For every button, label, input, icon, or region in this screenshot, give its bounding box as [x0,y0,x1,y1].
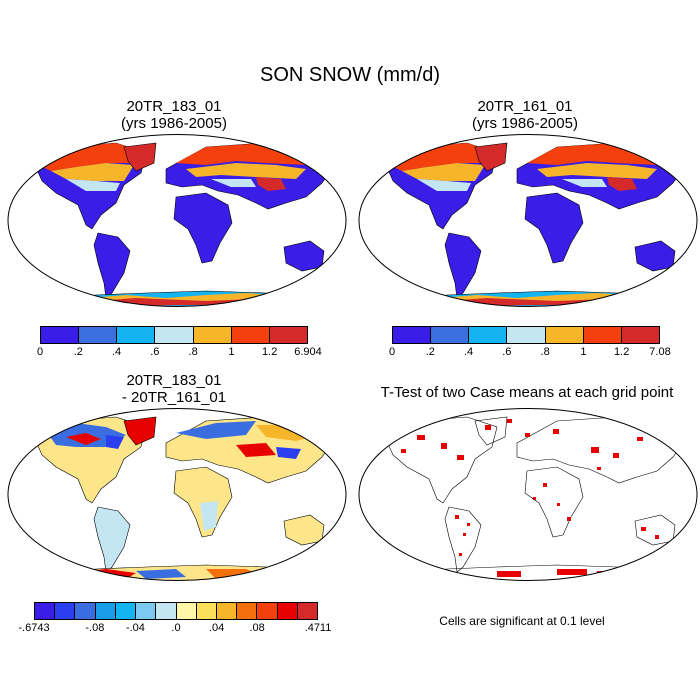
colorbar-1 [40,326,308,344]
cb2-tick-label: .8 [540,346,550,358]
cb1-swatch [79,327,118,343]
page-title: SON SNOW (mm/d) [260,64,440,86]
cb1-tick-label: 1 [228,346,235,358]
cb2-tick-label: 1 [580,346,587,358]
cb1-tick-label: 1.2 [262,346,278,358]
cb1-swatch [117,327,156,343]
cb3-swatch [156,603,177,619]
cb1-swatch [269,327,307,343]
cb2-swatch [621,327,659,343]
cb3-swatch [237,603,258,619]
colorbar-3 [34,602,318,620]
cb2-swatch [507,327,546,343]
colorbar-3-ticks: -.6743 -.08 -.04 .0 .04 .08 .4711 [18,622,331,636]
cb2-swatch [393,327,432,343]
cb3-swatch [297,603,318,619]
cb1-tick-label: .6 [150,346,160,358]
panel1-title: 20TR_183_01 (yrs 1986-2005) [14,98,334,132]
cb2-tick-label: .2 [425,346,435,358]
panel2-title: 20TR_161_01 (yrs 1986-2005) [365,98,685,132]
panel1-title-line2: (yrs 1986-2005) [121,115,227,132]
cb3-tick-label: -.08 [85,622,105,634]
cb3-tick-label: -.6743 [18,622,50,634]
cb2-tick-label: 1.2 [614,346,630,358]
cb2-tick-label: .6 [502,346,512,358]
cb3-swatch [95,603,116,619]
cb3-tick-label: .08 [249,622,265,634]
cb3-swatch [115,603,137,619]
cb1-swatch [155,327,194,343]
cb3-tick-label: .4711 [304,622,332,634]
cb3-swatch [136,603,157,619]
cb1-tick-label: 6.904 [294,346,322,358]
map1-land [25,142,337,307]
panel2-title-line1: 20TR_161_01 [477,98,573,115]
panel4-title-line1: T-Test of two Case means at each grid po… [380,384,674,401]
map-panel-2 [358,134,698,307]
cb3-swatch [55,603,76,619]
cb3-swatch [75,603,96,619]
cb1-swatch [193,327,232,343]
cb2-swatch [583,327,622,343]
cb2-tick-label: 0 [388,346,396,358]
cb3-swatch [216,603,238,619]
cb1-swatch [41,327,80,343]
cb2-tick-label: 7.08 [649,346,671,358]
cb1-tick-label: .4 [111,346,122,358]
colorbar-2-ticks: 0 .2 .4 .6 .8 1 1.2 7.08 [388,346,671,360]
cb1-swatch [231,327,270,343]
cb3-swatch [176,603,197,619]
cb1-tick-label: .2 [73,346,83,358]
panel4-title: T-Test of two Case means at each grid po… [352,384,700,401]
cb3-tick-label: .0 [171,622,181,634]
cb3-swatch [277,603,298,619]
panel1-title-line1: 20TR_183_01 [126,98,222,115]
cb3-swatch [257,603,278,619]
cb1-tick-label: 0 [36,346,44,358]
panel3-title-line2: - 20TR_161_01 [121,389,227,406]
cb2-swatch [469,327,508,343]
cb3-tick-label: -.04 [125,622,145,634]
colorbar-1-ticks: 0 .2 .4 .6 .8 1 1.2 6.904 [36,346,322,360]
panel3-title-line1: 20TR_183_01 [126,372,222,389]
significance-note: Cells are significant at 0.1 level [439,614,605,628]
cb2-swatch [545,327,584,343]
colorbar-2 [392,326,660,344]
cb1-tick-label: .8 [188,346,198,358]
cb2-tick-label: .4 [463,346,474,358]
cb3-swatch [196,603,217,619]
panel3-title: 20TR_183_01 - 20TR_161_01 [14,372,334,406]
map-panel-1 [7,134,347,307]
cb2-swatch [431,327,470,343]
cb3-tick-label: .04 [208,622,225,634]
panel2-title-line2: (yrs 1986-2005) [472,115,578,132]
map-panel-3 [7,408,347,581]
cb3-swatch [35,603,56,619]
map-panel-4 [358,408,698,581]
